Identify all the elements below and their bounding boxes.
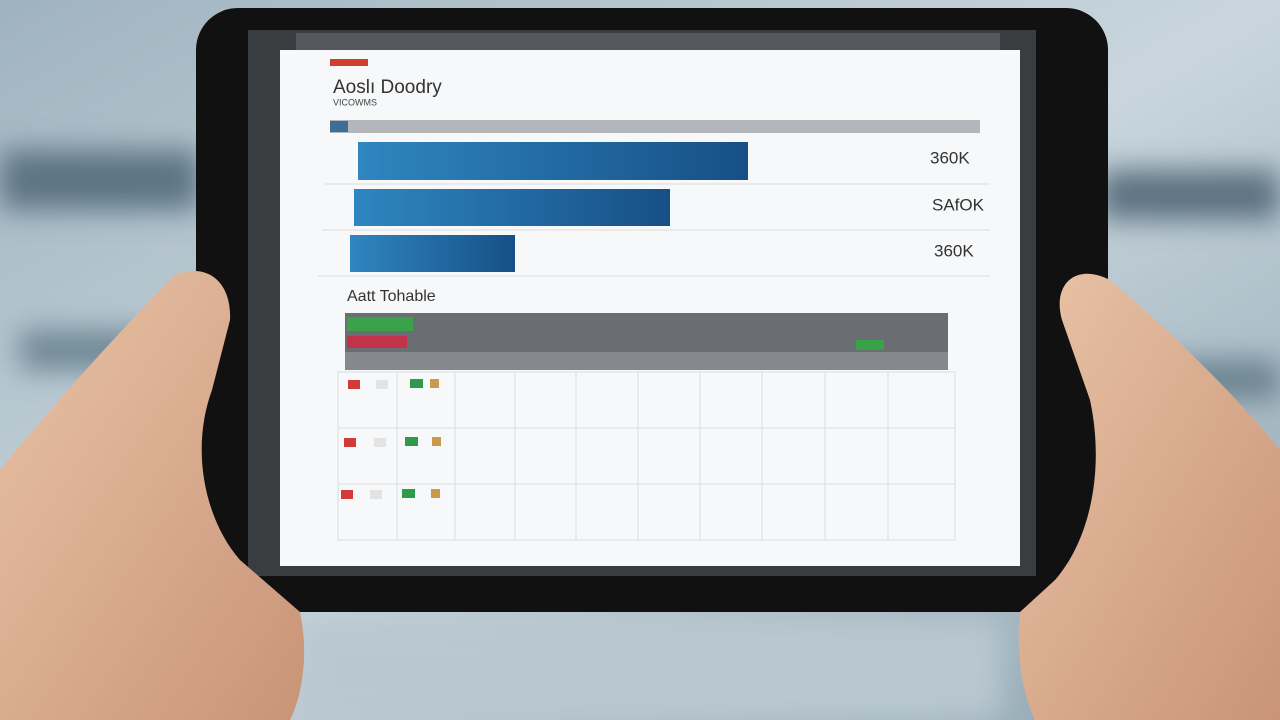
right-hand — [1018, 273, 1280, 720]
bar — [354, 189, 670, 226]
bar-value-label: SAfOK — [932, 195, 985, 214]
table-grid — [337, 371, 956, 541]
dashboard-title: Aoslı Doodry — [333, 77, 442, 98]
bar — [358, 142, 748, 180]
status-chip — [856, 340, 884, 350]
bar-header-tag — [330, 121, 348, 132]
cell-icons — [341, 379, 441, 499]
app-logo — [330, 59, 368, 66]
status-bar — [296, 33, 1000, 50]
left-hand — [0, 270, 305, 720]
dashboard-subtitle: VICOWMS — [333, 97, 377, 107]
screen — [280, 50, 1020, 566]
table-subheader — [345, 352, 948, 370]
bar-header — [330, 120, 980, 133]
bar-value-label: 360K — [934, 241, 974, 260]
table-header — [345, 313, 948, 352]
status-chip — [347, 336, 407, 348]
status-chip — [347, 317, 413, 331]
table-title: Aatt Tohable — [347, 288, 436, 305]
bar — [350, 235, 515, 272]
bar-value-label: 360K — [930, 148, 970, 167]
